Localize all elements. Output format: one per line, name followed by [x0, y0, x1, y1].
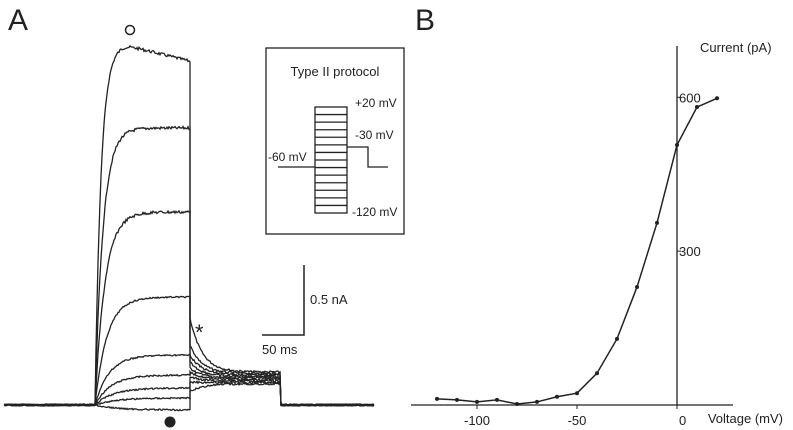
y-tick-label: 300 [679, 244, 701, 259]
open-marker [124, 24, 136, 36]
x-tick-label: -50 [568, 413, 587, 428]
x-tick-label: -100 [464, 413, 490, 428]
scale-bar [262, 265, 305, 336]
iv-point [435, 396, 439, 401]
current-trace [3, 44, 375, 407]
protocol-level: +20 mV [355, 96, 397, 110]
iv-point [495, 397, 499, 402]
iv-point [695, 105, 699, 110]
filled-marker [164, 416, 176, 428]
protocol-box [265, 47, 405, 235]
current-trace [3, 382, 375, 412]
panel-label: A [8, 4, 28, 37]
x-axis-label: Voltage (mV) [708, 411, 783, 426]
protocol-title: Type II protocol [291, 64, 380, 79]
iv-point [615, 336, 619, 341]
x-tick-label: 0 [679, 413, 686, 428]
current-traces [3, 44, 375, 412]
iv-point [575, 391, 579, 396]
y-axis-label: Current (pA) [700, 40, 772, 55]
current-trace [3, 295, 375, 407]
current-trace [3, 209, 375, 407]
current-trace [3, 380, 375, 407]
iv-point [715, 96, 719, 101]
current-trace [3, 125, 375, 407]
iv-point [535, 399, 539, 404]
panel-label: B [415, 4, 435, 37]
iv-point [555, 394, 559, 399]
iv-line [436, 97, 718, 405]
iv-point [635, 285, 639, 290]
iv-point [675, 142, 679, 147]
current-trace [3, 376, 375, 407]
iv-point [655, 220, 659, 225]
y-tick-label: 600 [679, 90, 701, 105]
iv-point [515, 401, 519, 406]
iv-point [595, 371, 599, 376]
scale-label: 0.5 nA [310, 292, 348, 307]
scale-label: 50 ms [262, 342, 298, 357]
protocol-level: -120 mV [352, 205, 397, 219]
current-trace [3, 369, 375, 407]
protocol-level: -30 mV [355, 128, 394, 142]
iv-point [475, 399, 479, 404]
iv-point [455, 397, 459, 402]
protocol-level: -60 mV [268, 150, 307, 164]
asterisk: * [195, 320, 204, 345]
